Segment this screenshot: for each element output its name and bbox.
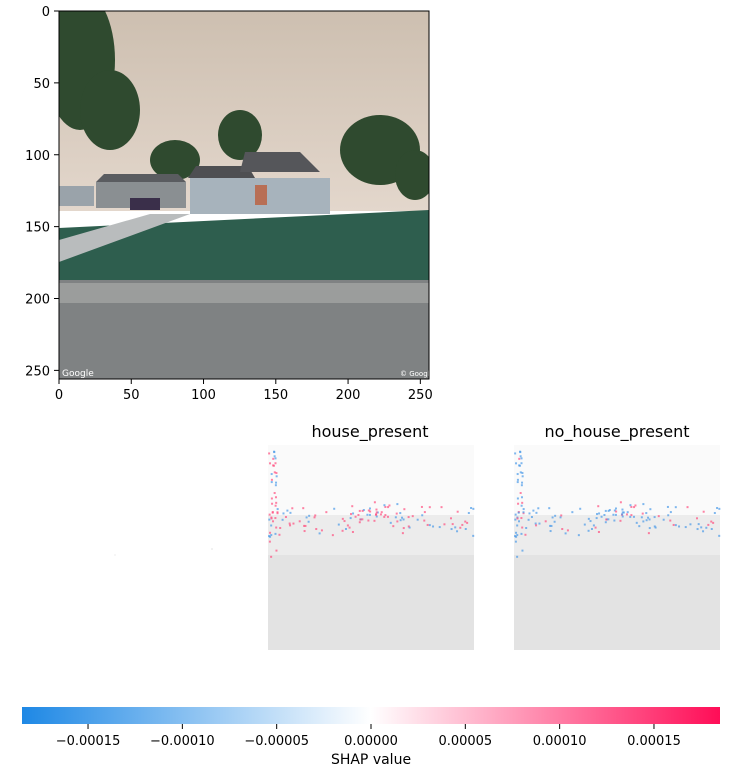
- colorbar-tick-label: −0.00010: [150, 734, 215, 749]
- photo-x-tick-label: 0: [55, 388, 63, 403]
- photo-frame: [58, 10, 430, 380]
- photo-watermark-right: © Google: [400, 370, 434, 378]
- shap-panel-house-present: house_present: [268, 422, 475, 650]
- colorbar-tick-label: 0.00010: [533, 734, 587, 749]
- photo-y-tick-label: 50: [33, 77, 50, 92]
- photo-y-axis: 0 50 100 150 200 250: [25, 5, 59, 379]
- photo-y-tick-label: 100: [25, 149, 50, 164]
- panel-title-house-present: house_present: [311, 422, 428, 442]
- colorbar-tick-label: 0.00005: [438, 734, 492, 749]
- photo-x-tick-label: 100: [191, 388, 216, 403]
- colorbar-tick-label: 0.00000: [344, 734, 398, 749]
- shap-panel-no-house-present: no_house_present: [514, 422, 721, 650]
- photo-y-tick-label: 0: [42, 5, 50, 20]
- colorbar-tick-label: 0.00015: [627, 734, 681, 749]
- colorbar: −0.00015 −0.00010 −0.00005 0.00000 0.00005 0.…: [22, 707, 720, 768]
- svg-text:Google: Google: [62, 369, 94, 379]
- blank-image-panel: [114, 548, 213, 556]
- photo-y-tick-label: 250: [25, 364, 50, 379]
- photo-x-tick-label: 200: [336, 388, 361, 403]
- colorbar-label: SHAP value: [331, 752, 411, 768]
- photo-watermark-left: Google: [62, 369, 94, 379]
- photo-x-axis: 0 50 100 150 200 250: [55, 379, 433, 403]
- colorbar-tick-label: −0.00005: [244, 734, 309, 749]
- photo-y-tick-label: 150: [25, 221, 50, 236]
- colorbar-tick-label: −0.00015: [56, 734, 121, 749]
- photo-y-tick-label: 200: [25, 293, 50, 308]
- svg-text:© Google: © Google: [400, 370, 434, 378]
- photo-x-tick-label: 150: [263, 388, 288, 403]
- photo-panel: Google © Google: [59, 11, 434, 379]
- photo-x-tick-label: 50: [123, 388, 140, 403]
- photo-x-tick-label: 250: [408, 388, 433, 403]
- colorbar-gradient: [22, 707, 720, 724]
- panel-title-no-house-present: no_house_present: [545, 422, 690, 442]
